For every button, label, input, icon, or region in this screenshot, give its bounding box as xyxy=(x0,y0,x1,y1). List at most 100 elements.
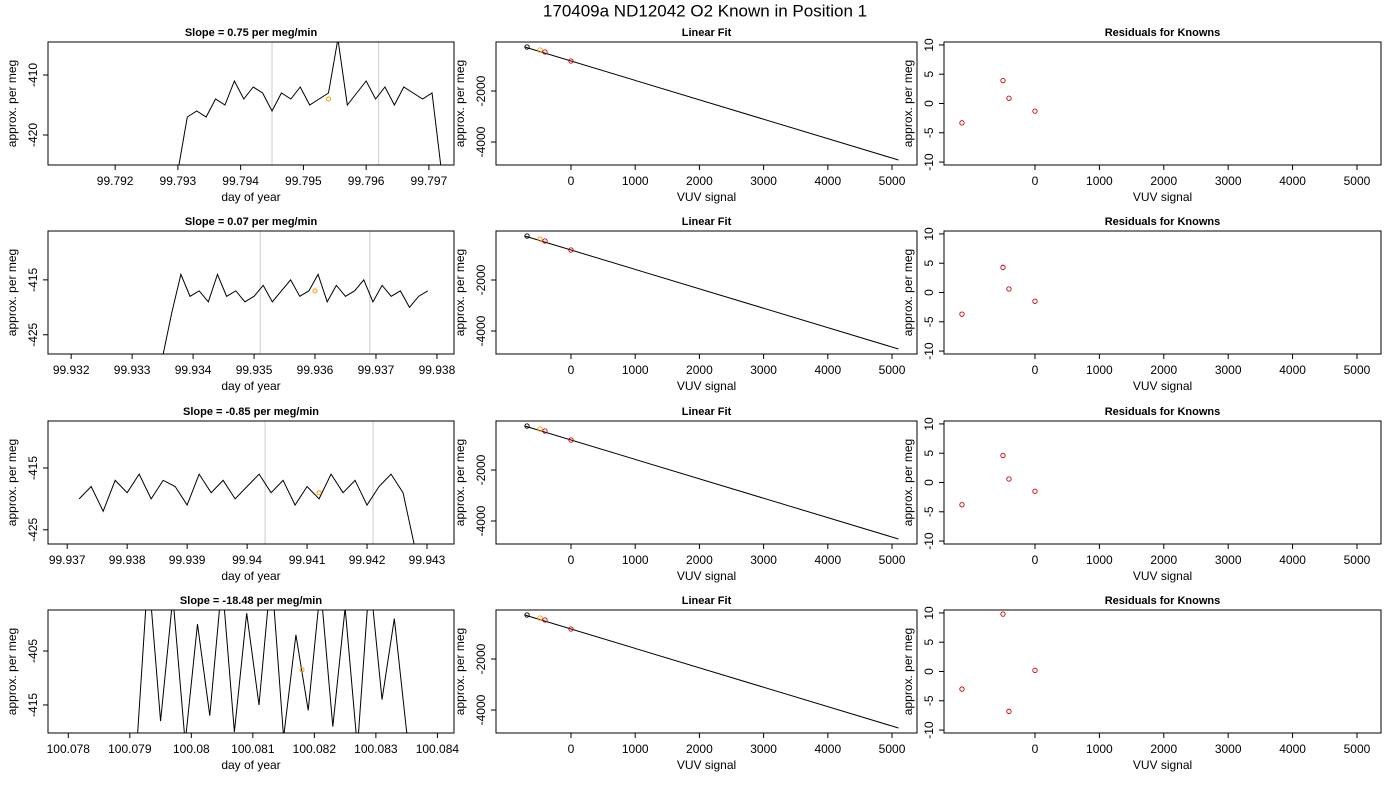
y-tick-label: -4000 xyxy=(474,505,488,536)
x-tick-label: 100.082 xyxy=(293,742,337,756)
x-tick-label: 5000 xyxy=(879,363,906,377)
x-tick-label: 99.94 xyxy=(232,553,262,567)
point xyxy=(959,311,965,317)
x-tick-label: 100.081 xyxy=(231,742,275,756)
x-tick-label: 99.796 xyxy=(348,174,385,188)
x-tick-label: 99.937 xyxy=(49,553,86,567)
plot-frame xyxy=(943,420,1382,545)
x-axis-label: VUV signal xyxy=(677,569,736,583)
panel: Residuals for Knowns VUV signal approx. pe… xyxy=(901,27,1382,204)
plot-area xyxy=(959,78,1038,126)
y-tick-label: 10 xyxy=(922,38,936,52)
y-axis-label: approx. per meg xyxy=(453,628,467,715)
highlight-point xyxy=(325,96,331,102)
x-tick-label: 99.792 xyxy=(97,174,134,188)
y-axis-label: approx. per meg xyxy=(5,628,19,715)
panel-title: Linear Fit xyxy=(682,27,732,39)
plot-area xyxy=(78,421,415,544)
y-tick-label: 10 xyxy=(922,227,936,241)
y-tick-label: -5 xyxy=(922,127,936,138)
x-tick-label: 4000 xyxy=(814,174,841,188)
x-tick-label: 3000 xyxy=(1215,553,1242,567)
highlight-point xyxy=(299,667,305,673)
x-tick-label: 99.935 xyxy=(236,363,273,377)
y-tick-label: -4000 xyxy=(474,126,488,157)
x-tick-label: 3000 xyxy=(1215,742,1242,756)
panel: Slope = -0.85 per meg/min day of year appr… xyxy=(5,406,455,583)
plot-frame xyxy=(47,609,455,734)
x-axis-label: VUV signal xyxy=(1133,569,1192,583)
x-tick-label: 1000 xyxy=(622,742,649,756)
x-tick-label: 4000 xyxy=(1279,553,1306,567)
y-tick-label: -2000 xyxy=(474,454,488,485)
x-tick-label: 1000 xyxy=(1086,553,1113,567)
panel-title: Slope = -18.48 per meg/min xyxy=(180,595,322,607)
x-tick-label: 100.08 xyxy=(173,742,210,756)
point xyxy=(959,502,965,508)
panel: Residuals for Knowns VUV signal approx. pe… xyxy=(901,406,1382,583)
y-tick-label: 10 xyxy=(922,606,936,620)
y-axis-label: approx. per meg xyxy=(901,60,915,147)
point xyxy=(1000,264,1006,270)
y-tick-label: 5 xyxy=(922,71,936,78)
x-tick-label: 99.793 xyxy=(160,174,197,188)
panel: Linear Fit VUV signal approx. per meg 0 1000… xyxy=(453,216,918,393)
panel: Residuals for Knowns VUV signal approx. pe… xyxy=(901,595,1382,772)
plot-frame xyxy=(943,41,1382,166)
x-tick-label: 5000 xyxy=(1344,363,1371,377)
x-tick-label: 99.933 xyxy=(114,363,151,377)
point xyxy=(1006,286,1012,292)
x-tick-label: 99.939 xyxy=(169,553,206,567)
x-tick-label: 2000 xyxy=(686,553,713,567)
point xyxy=(1032,667,1038,673)
panel-title: Residuals for Knowns xyxy=(1105,27,1221,39)
x-tick-label: 0 xyxy=(1032,742,1039,756)
y-tick-label: -425 xyxy=(26,322,40,346)
plot-frame xyxy=(943,609,1382,734)
x-tick-label: 0 xyxy=(568,742,575,756)
plot-frame xyxy=(47,230,455,355)
panel-title: Residuals for Knowns xyxy=(1105,216,1221,228)
x-tick-label: 4000 xyxy=(1279,363,1306,377)
plot-area xyxy=(137,610,408,733)
x-tick-label: 5000 xyxy=(879,174,906,188)
x-axis-label: VUV signal xyxy=(1133,379,1192,393)
plot-area xyxy=(524,233,899,350)
plot-area xyxy=(524,423,899,540)
fit-line xyxy=(524,425,899,540)
y-tick-label: -5 xyxy=(922,695,936,706)
y-axis-label: approx. per meg xyxy=(901,249,915,336)
y-axis-label: approx. per meg xyxy=(5,439,19,526)
y-axis-label: approx. per meg xyxy=(453,439,467,526)
y-axis-label: approx. per meg xyxy=(5,60,19,147)
x-axis-label: VUV signal xyxy=(677,758,736,772)
data-line xyxy=(162,272,429,354)
x-tick-label: 99.941 xyxy=(289,553,326,567)
x-tick-label: 5000 xyxy=(879,553,906,567)
plot-area xyxy=(524,44,899,161)
plot-frame xyxy=(495,41,918,166)
y-tick-label: -5 xyxy=(922,316,936,327)
plot-area xyxy=(959,264,1038,317)
x-tick-label: 1000 xyxy=(1086,742,1113,756)
data-line xyxy=(78,473,415,544)
x-tick-label: 99.797 xyxy=(411,174,448,188)
x-tick-label: 2000 xyxy=(1150,742,1177,756)
x-tick-label: 3000 xyxy=(1215,363,1242,377)
fit-line xyxy=(524,46,899,161)
panel-title: Slope = 0.75 per meg/min xyxy=(185,27,318,39)
x-tick-label: 99.943 xyxy=(409,553,446,567)
figure-title: 170409a ND12042 O2 Known in Position 1 xyxy=(543,1,867,20)
point xyxy=(1006,95,1012,101)
x-tick-label: 1000 xyxy=(622,174,649,188)
y-axis-label: approx. per meg xyxy=(453,60,467,147)
x-tick-label: 99.932 xyxy=(53,363,90,377)
panel-title: Slope = -0.85 per meg/min xyxy=(183,406,319,418)
x-tick-label: 5000 xyxy=(1344,553,1371,567)
x-tick-label: 0 xyxy=(568,553,575,567)
plot-area xyxy=(162,231,429,354)
panel: Linear Fit VUV signal approx. per meg 0 1000… xyxy=(453,406,918,583)
fit-line xyxy=(524,235,899,350)
x-axis-label: day of year xyxy=(221,569,280,583)
